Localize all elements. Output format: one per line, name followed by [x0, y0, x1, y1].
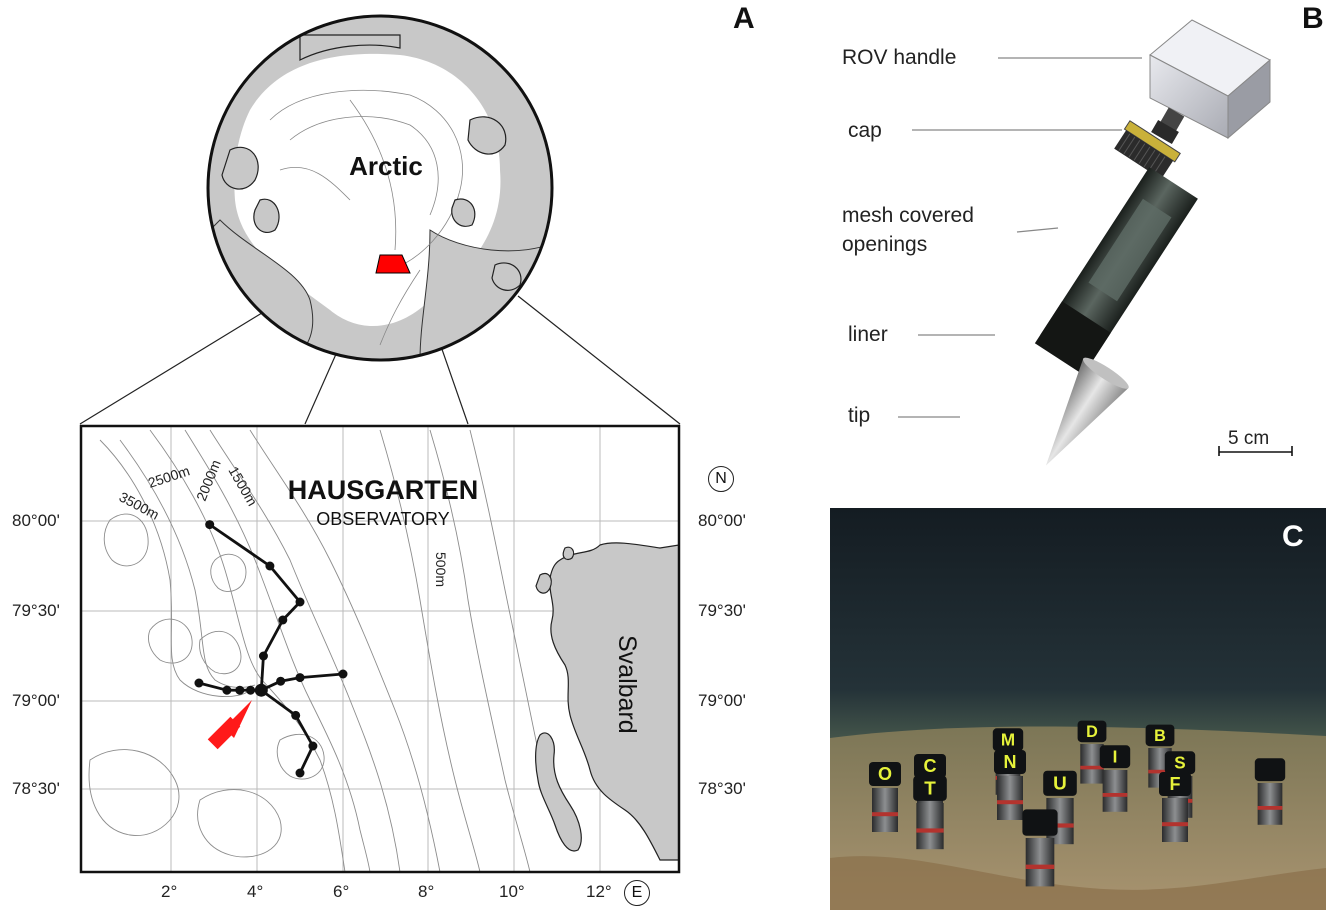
lat-label-right-79-30: 79°30' [698, 601, 746, 620]
track-segment [262, 619, 285, 657]
north-symbol: N [708, 466, 734, 492]
corer-marker-letter: D [1086, 723, 1098, 741]
station-point [194, 678, 204, 688]
corer [1254, 758, 1286, 825]
track-segment [299, 672, 344, 679]
lat-label-right-80-00: 80°00' [698, 511, 746, 530]
lon-label-2: 2° [161, 882, 178, 901]
rov-handle [1149, 19, 1271, 140]
panel-a-letter: A [733, 2, 755, 35]
station-point [278, 615, 288, 625]
track-segment [260, 689, 297, 717]
corer-array: O CT MN D U I BSF [869, 720, 1286, 887]
lat-label-left-80-00: 80°00' [12, 511, 60, 530]
map-title: HAUSGARTEN [288, 475, 479, 505]
bathymetric-map [81, 426, 679, 872]
svalbard-landmass [549, 542, 679, 861]
station-point [235, 685, 245, 695]
station-point [295, 768, 305, 778]
station-point [265, 561, 275, 571]
track-segment [268, 565, 302, 603]
label-liner: liner [848, 323, 888, 346]
lon-label-12: 12° [586, 882, 612, 901]
lon-label-8: 8° [418, 882, 435, 901]
map-subtitle: OBSERVATORY [316, 509, 449, 529]
track-segment [198, 681, 228, 692]
corer: O [869, 762, 901, 832]
lat-label-left-79-00: 79°00' [12, 691, 60, 710]
panel-a-graphic: Arctic [79, 14, 681, 874]
corer-marker-letter: S [1174, 753, 1185, 772]
corer-illustration [898, 19, 1293, 466]
location-arrow [207, 700, 252, 750]
study-area-highlight [375, 254, 411, 274]
corer-marker-letter: I [1113, 747, 1118, 766]
station-point [246, 685, 256, 695]
corer: T [913, 775, 947, 850]
east-symbol: E [624, 880, 650, 906]
label-mesh-line1: mesh covered [842, 204, 974, 227]
lon-label-4: 4° [247, 882, 264, 901]
track-segment [208, 523, 271, 568]
corer-marker-letter: O [878, 764, 892, 784]
station-point [222, 685, 232, 695]
track-segment [298, 745, 315, 774]
label-rov-handle: ROV handle [842, 46, 957, 69]
corer-marker-letter: T [924, 779, 936, 800]
lat-label-right-78-30: 78°30' [698, 779, 746, 798]
svalbard-label: Svalbard [613, 635, 641, 734]
lat-label-right-79-00: 79°00' [698, 691, 746, 710]
lat-label-left-79-30: 79°30' [12, 601, 60, 620]
corer-marker-letter: N [1004, 752, 1017, 772]
lon-label-6: 6° [333, 882, 350, 901]
corer: F [1159, 772, 1191, 842]
corer-marker-letter: U [1053, 774, 1067, 795]
panel-b-letter: B [1302, 2, 1324, 35]
station-point [291, 710, 301, 720]
station-point [258, 651, 268, 661]
corer: I [1099, 745, 1131, 812]
corer-marker-letter: M [1001, 730, 1015, 749]
depth-label-500: 500m [433, 552, 449, 587]
station-point [254, 683, 268, 697]
station-point [338, 669, 348, 679]
station-point [205, 520, 215, 530]
station-point [295, 597, 305, 607]
globe-region-label: Arctic [349, 151, 423, 181]
corer-marker-letter: C [924, 756, 937, 776]
track-segment [294, 714, 315, 747]
corer [1022, 809, 1058, 887]
corer: N [994, 750, 1026, 820]
corer-marker-letter: F [1170, 774, 1181, 794]
label-mesh-line2: openings [842, 233, 928, 256]
panel-c-letter: C [1282, 520, 1304, 553]
corer-marker-letter: B [1154, 727, 1166, 745]
east-symbol-letter: E [631, 884, 643, 901]
station-point [308, 741, 318, 751]
corer: D [1077, 720, 1107, 784]
label-tip: tip [848, 404, 871, 427]
station-track [194, 520, 348, 778]
leader-line-right [517, 295, 681, 425]
label-cap: cap [848, 119, 882, 142]
lon-label-10: 10° [499, 882, 525, 901]
lat-label-left-78-30: 78°30' [12, 779, 60, 798]
north-symbol-letter: N [715, 470, 727, 487]
station-point [295, 673, 305, 683]
scale-bar-label: 5 cm [1228, 428, 1270, 449]
station-point [276, 676, 286, 686]
arctic-globe [208, 16, 552, 360]
